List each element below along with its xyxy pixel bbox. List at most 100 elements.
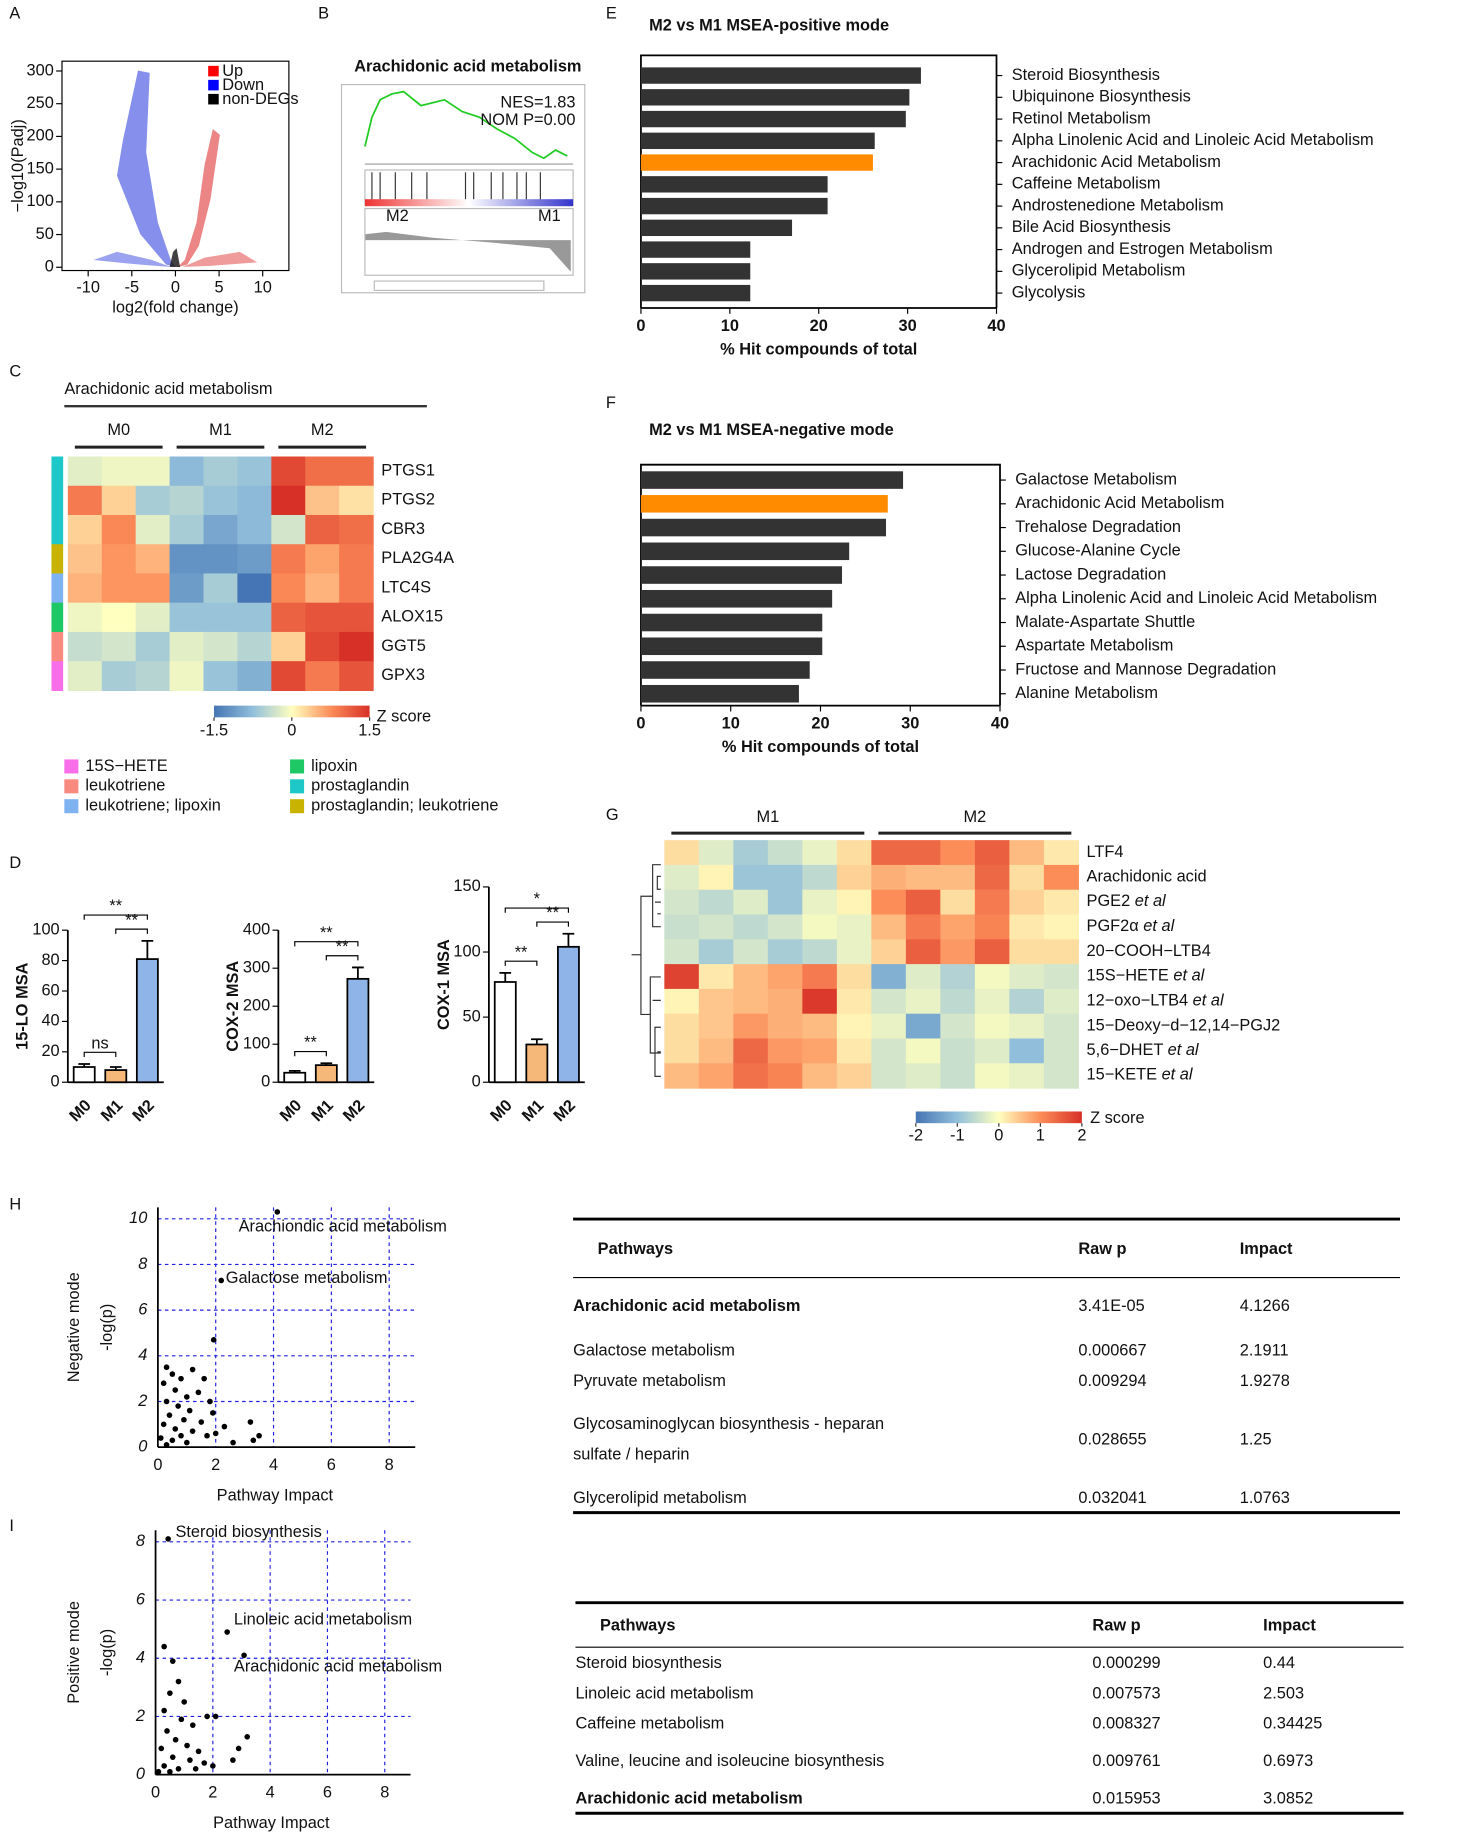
heatmap-cell [767, 840, 803, 866]
row-side-color [51, 485, 64, 516]
y-axis-label: COX-2 MSA [224, 961, 242, 1052]
legend-label: lipoxin [311, 757, 357, 775]
heatmap-cell [733, 889, 769, 916]
heatmap-cell [733, 1038, 769, 1064]
legend-swatch [64, 799, 79, 814]
table-cell: Pyruvate metabolism [573, 1372, 726, 1390]
panel-label: E [606, 5, 617, 23]
row-label-name: 12−oxo−LTB4 [1087, 992, 1193, 1010]
row-label-suffix: et al [1162, 1066, 1193, 1084]
panel-label: C [9, 363, 21, 381]
point [247, 1419, 254, 1425]
heatmap-cell [974, 1013, 1010, 1040]
heatmap-cell [974, 864, 1010, 891]
heatmap-cell [1043, 1038, 1079, 1064]
gsea-nes: NES=1.83 [500, 94, 575, 112]
y-tick-label: 0 [45, 258, 54, 276]
bar [72, 1066, 96, 1084]
table-cell: 1.25 [1240, 1430, 1272, 1448]
table-cell: Glycerolipid metabolism [573, 1489, 747, 1507]
category-label: Androstenedione Metabolism [1012, 196, 1224, 214]
heatmap-cell [802, 914, 838, 940]
table-cell: 0.028655 [1078, 1430, 1146, 1448]
point [204, 1713, 210, 1720]
heatmap-cell [664, 914, 700, 940]
heatmap-cell [67, 514, 103, 545]
volcano-cloud [93, 70, 258, 268]
heatmap-cell [1009, 864, 1045, 891]
heatmap-cell [101, 514, 137, 545]
y-tick-label: 100 [243, 1035, 270, 1053]
point [167, 1768, 173, 1775]
point [155, 1768, 162, 1775]
y-tick-label: 2 [137, 1392, 147, 1410]
row-label: PTGS1 [381, 461, 435, 479]
heatmap-cell [698, 914, 734, 940]
table-cell: 0.000667 [1078, 1342, 1146, 1360]
x-tick-label: 6 [323, 1784, 332, 1802]
y-tick-label: 200 [243, 997, 270, 1015]
heatmap-cell [905, 840, 941, 866]
heatmap-cell [767, 889, 803, 916]
table-cell: Caffeine metabolism [575, 1715, 724, 1733]
point [230, 1439, 236, 1446]
y-tick-label: 0 [51, 1073, 60, 1091]
point [274, 1209, 281, 1215]
x-tick-label: 0 [636, 317, 645, 335]
heatmap-cell [305, 456, 340, 487]
y-axis-label: -log(p) [98, 1304, 116, 1351]
point [244, 1734, 251, 1740]
bar [640, 67, 921, 84]
heatmap-cell [1043, 840, 1079, 866]
y-tick-label: 6 [138, 1300, 148, 1318]
heatmap-cell [135, 485, 171, 516]
x-tick-label: 10 [254, 278, 272, 296]
significance-label: * [534, 890, 541, 908]
x-tick-label: 40 [991, 715, 1009, 733]
point [224, 1629, 230, 1635]
heatmap-cell [67, 631, 103, 662]
category-label: Caffeine Metabolism [1012, 175, 1161, 193]
heatmap-cell [271, 456, 306, 487]
heatmap-cell [1009, 840, 1045, 866]
point [178, 1375, 184, 1382]
group-label: M2 [963, 808, 986, 826]
colorbar-tick-label: -2 [909, 1126, 924, 1144]
row-label: 5,6−DHET et al [1087, 1041, 1199, 1059]
x-tick-label: M0 [487, 1096, 516, 1125]
heatmap-cell [940, 1013, 976, 1040]
annotation: Arachiondic acid metabolism [239, 1218, 447, 1236]
y-tick-label: 8 [138, 1255, 147, 1273]
error-bar [562, 932, 575, 947]
legend-swatch [64, 759, 79, 774]
heatmap-cell [767, 1038, 803, 1064]
x-axis-label: Pathway Impact [217, 1487, 334, 1505]
heatmap-cell [203, 544, 239, 575]
heatmap-cell [169, 485, 205, 516]
row-label: 15S−HETE et al [1087, 967, 1205, 985]
category-label: Retinol Metabolism [1012, 109, 1151, 127]
heatmap-cell [767, 1013, 803, 1040]
heatmap-cell [664, 1038, 700, 1064]
x-axis-label: log2(fold change) [112, 298, 238, 316]
point [235, 1745, 242, 1752]
heatmap-cell [698, 964, 734, 990]
legend-label: Down [222, 76, 264, 94]
bar [640, 518, 887, 537]
heatmap-cell [67, 573, 103, 604]
row-label-suffix: et al [1135, 892, 1166, 910]
heatmap-cell [905, 939, 941, 965]
heatmap-cell [1009, 1063, 1045, 1089]
bar [640, 661, 810, 679]
legend-label: leukotriene [85, 777, 165, 795]
heatmap-cell [169, 573, 205, 604]
heatmap-cell [135, 573, 171, 604]
x-tick-label: 8 [380, 1784, 389, 1802]
bar [640, 637, 823, 656]
table-cell: 0.007573 [1092, 1684, 1160, 1702]
bar [135, 958, 159, 1084]
y-tick-label: 300 [27, 61, 54, 79]
annotation: Arachidonic acid metabolism [234, 1657, 442, 1675]
heatmap-cell [974, 964, 1010, 990]
panel-label: A [9, 5, 20, 23]
